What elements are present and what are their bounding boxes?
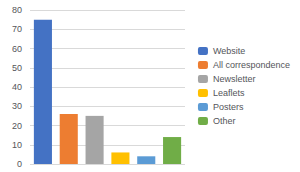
svg-text:30: 30 — [12, 101, 22, 111]
svg-text:Website: Website — [213, 46, 245, 56]
svg-text:All correspondence: All correspondence — [213, 60, 290, 70]
svg-text:40: 40 — [12, 82, 22, 92]
svg-text:20: 20 — [12, 121, 22, 131]
svg-text:0: 0 — [17, 159, 22, 169]
svg-text:Posters: Posters — [213, 102, 244, 112]
svg-text:70: 70 — [12, 24, 22, 34]
svg-text:Leaflets: Leaflets — [213, 88, 245, 98]
svg-text:60: 60 — [12, 44, 22, 54]
svg-text:80: 80 — [12, 5, 22, 15]
svg-text:Newsletter: Newsletter — [213, 74, 256, 84]
svg-text:Other: Other — [213, 116, 236, 126]
svg-text:50: 50 — [12, 63, 22, 73]
svg-text:10: 10 — [12, 140, 22, 150]
